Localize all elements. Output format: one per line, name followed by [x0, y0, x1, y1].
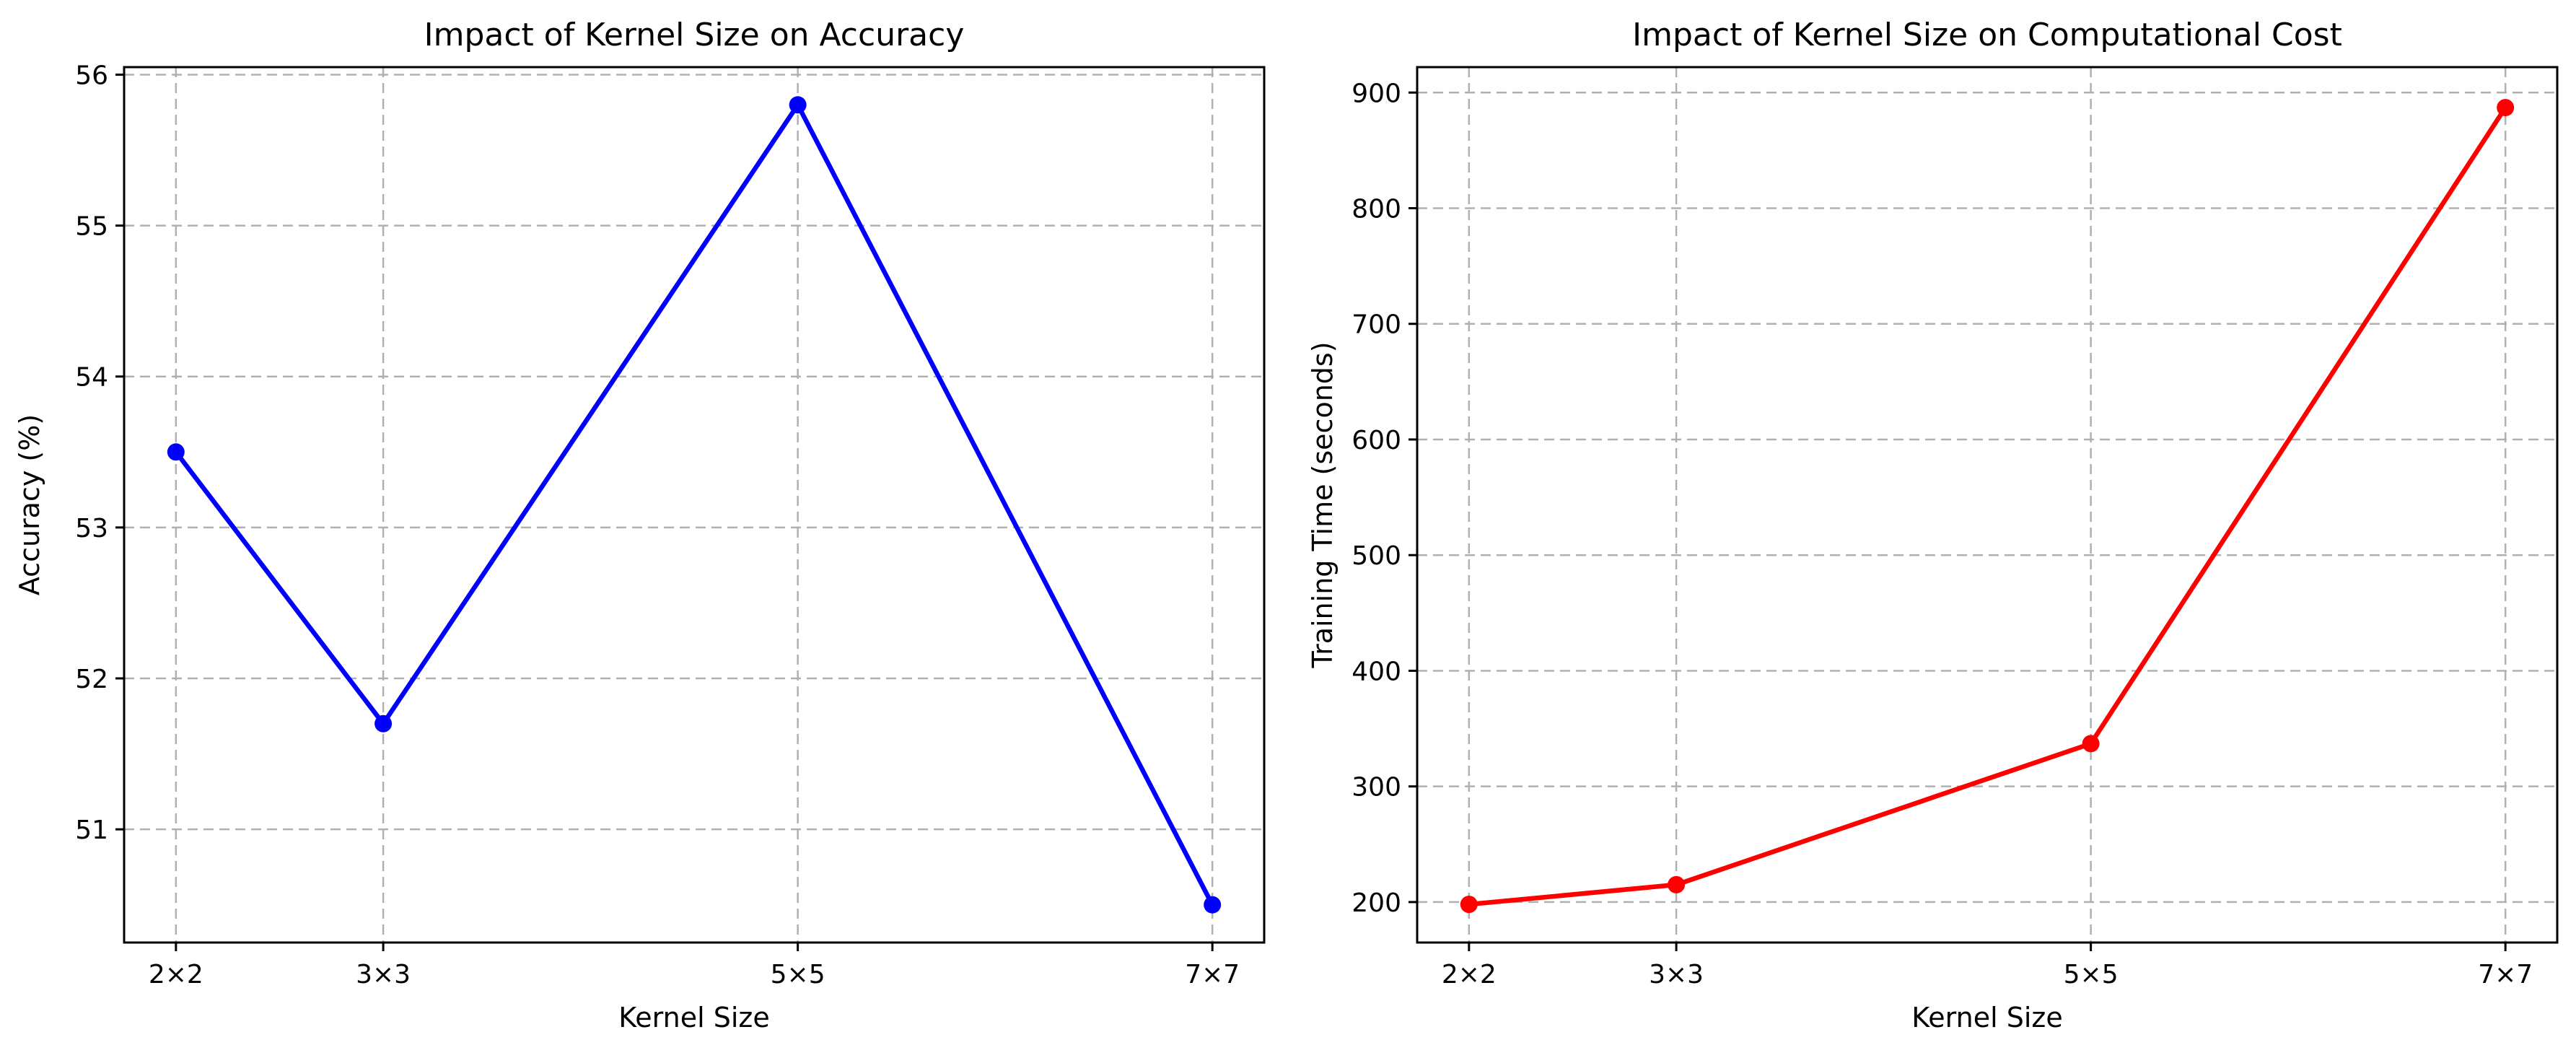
accuracy-data-point [167, 443, 185, 461]
accuracy-chart: 2×2 3×3 5×5 7×7 51 52 53 54 55 56 Impact of Kerne… [14, 17, 1266, 1033]
accuracy-y-tick-label: 55 [75, 212, 108, 242]
accuracy-data-point [789, 96, 807, 114]
training-time-x-axis-label: Kernel Size [1911, 1002, 2062, 1033]
accuracy-y-tick-label: 52 [75, 665, 108, 694]
training-time-y-tick-label: 900 [1351, 79, 1401, 108]
training-time-y-tick-label: 400 [1351, 657, 1401, 686]
training-time-data-point [2082, 735, 2100, 753]
accuracy-plot-frame [123, 66, 1266, 944]
accuracy-chart-title: Impact of Kernel Size on Accuracy [424, 17, 965, 53]
training-time-y-tick-label: 800 [1351, 194, 1401, 224]
training-time-y-tick-label: 300 [1351, 773, 1401, 803]
training-time-chart-title: Impact of Kernel Size on Computational C… [1632, 17, 2342, 53]
training-time-x-tick-label: 2×2 [1442, 960, 1497, 989]
training-time-y-tick-label: 500 [1351, 541, 1401, 571]
training-time-x-tick-label: 7×7 [2478, 960, 2533, 989]
training-time-x-tick-label: 5×5 [2064, 960, 2119, 989]
training-time-series-line [1466, 105, 2508, 907]
training-time-y-tick-label: 200 [1351, 888, 1401, 918]
training-time-y-tick-label: 600 [1351, 426, 1401, 455]
training-time-plot-frame [1416, 66, 2559, 944]
accuracy-y-tick-label: 51 [75, 816, 108, 845]
training-time-data-point [1460, 896, 1478, 914]
training-time-data-point [1668, 875, 1686, 893]
accuracy-y-tick-label: 54 [75, 363, 108, 393]
training-time-data-point [2497, 99, 2515, 117]
accuracy-data-point [374, 714, 393, 733]
accuracy-x-tick-label: 7×7 [1185, 960, 1240, 989]
training-time-y-axis-label: Training Time (seconds) [1307, 341, 1339, 668]
accuracy-x-axis-label: Kernel Size [618, 1002, 769, 1033]
training-time-chart: 2×2 3×3 5×5 7×7 200 300 400 500 600 700 800 900 Imp… [1307, 17, 2559, 1033]
training-time-y-tick-label: 700 [1351, 310, 1401, 340]
accuracy-series-line [173, 102, 1215, 907]
accuracy-y-axis-label: Accuracy (%) [14, 414, 45, 595]
accuracy-data-point [1204, 896, 1222, 914]
accuracy-x-tick-label: 5×5 [771, 960, 825, 989]
accuracy-x-tick-label: 2×2 [149, 960, 203, 989]
accuracy-y-tick-label: 53 [75, 514, 108, 543]
accuracy-y-tick-label: 56 [75, 61, 108, 90]
training-time-x-tick-label: 3×3 [1649, 960, 1704, 989]
accuracy-x-tick-label: 3×3 [356, 960, 411, 989]
